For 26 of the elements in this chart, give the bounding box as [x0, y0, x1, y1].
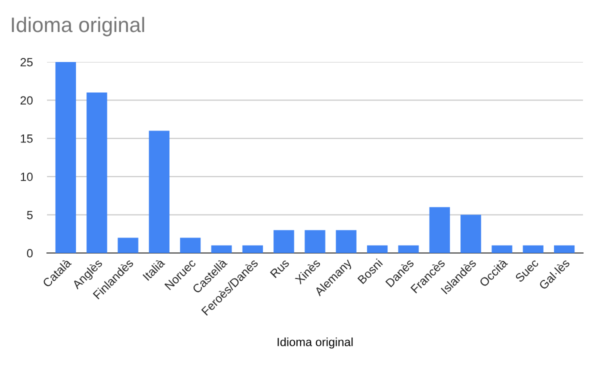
- bar: [429, 207, 450, 253]
- y-tick-label: 15: [20, 134, 33, 143]
- y-tick-label: 20: [20, 96, 33, 105]
- bar: [211, 245, 232, 253]
- bar: [367, 245, 388, 253]
- bar: [274, 230, 294, 253]
- y-tick-label: 25: [20, 58, 33, 66]
- bar: [148, 130, 170, 253]
- x-tick-label: Rus: [270, 258, 290, 278]
- chart-title: Idioma original: [12, 16, 144, 36]
- bar: [180, 238, 201, 253]
- bar: [86, 92, 108, 253]
- y-tick-label: 5: [27, 210, 33, 220]
- bar: [460, 214, 482, 253]
- bar: [336, 230, 356, 253]
- bar: [398, 245, 419, 253]
- bar: [55, 62, 76, 253]
- bar: [522, 245, 544, 253]
- bar: [554, 245, 575, 253]
- bar: [304, 230, 326, 253]
- bar: [118, 238, 138, 253]
- y-tick-label: 10: [20, 172, 33, 181]
- x-axis-title: Idioma original: [278, 338, 353, 349]
- bar: [492, 245, 512, 253]
- y-tick-label: 0: [27, 249, 33, 258]
- bar: [242, 245, 263, 253]
